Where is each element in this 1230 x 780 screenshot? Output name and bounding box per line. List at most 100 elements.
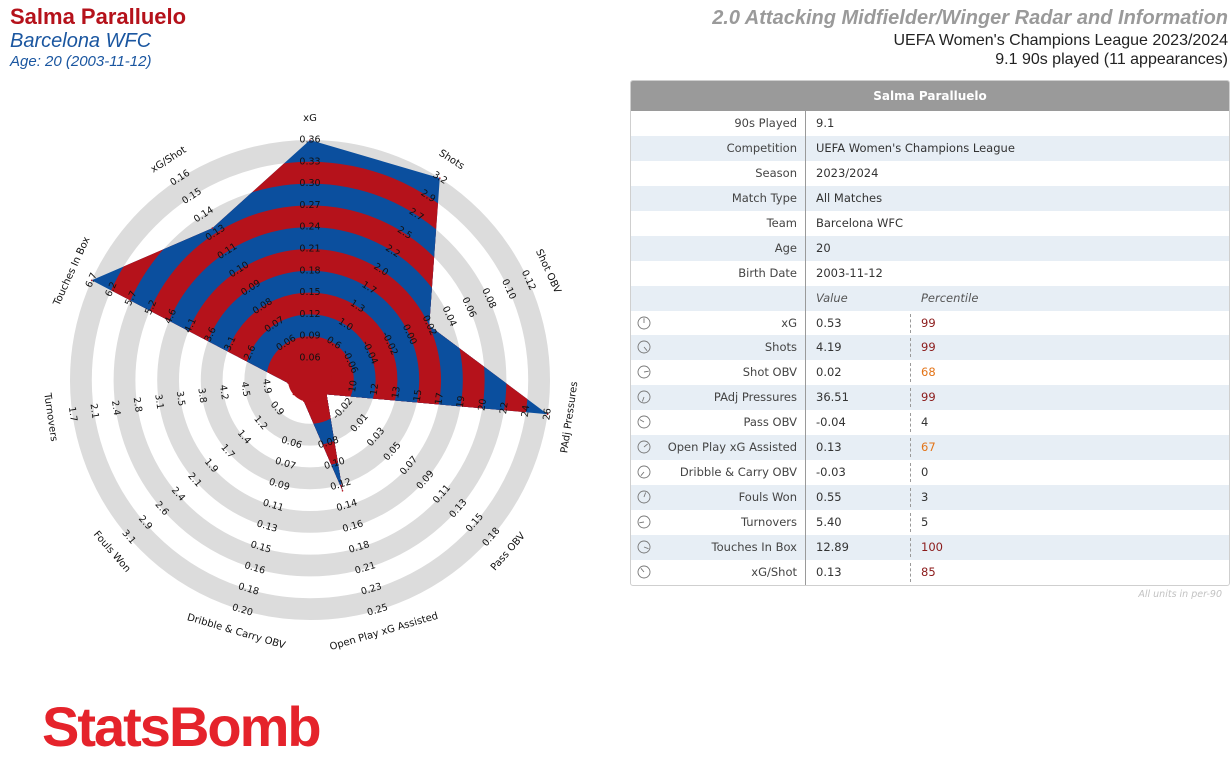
radar-header: 2.0 Attacking Midfielder/Winger Radar an…	[712, 5, 1228, 69]
clock-icon	[637, 316, 651, 329]
metric-label: Shot OBV	[742, 365, 797, 380]
tick-label: 12	[369, 383, 382, 397]
column-divider	[805, 135, 806, 161]
tick-label: 3.1	[152, 393, 165, 410]
metric-label: xG	[781, 315, 797, 330]
radar-title: 2.0 Attacking Midfielder/Winger Radar an…	[712, 7, 1228, 29]
data-point	[309, 139, 311, 141]
column-divider	[805, 310, 806, 336]
tick-label: 24	[520, 404, 533, 418]
tick-label: 1.7	[66, 406, 79, 423]
tick-label: 26	[541, 407, 554, 421]
metric-value: 4.19	[816, 340, 842, 355]
info-row: Team Barcelona WFC	[631, 210, 1229, 236]
data-point	[292, 393, 295, 396]
info-value: 2003-11-12	[816, 265, 883, 280]
tick-label: 3.5	[174, 390, 187, 407]
metric-row: Shots 4.19 99	[631, 335, 1229, 361]
metric-row: Turnovers 5.40 5	[631, 510, 1229, 535]
data-point	[287, 382, 289, 384]
tick-label: 2.4	[109, 400, 122, 417]
column-divider	[805, 235, 806, 261]
info-value: UEFA Women's Champions League	[816, 140, 1015, 155]
column-divider	[805, 460, 806, 486]
player-header: Salma Paralluelo Barcelona WFC Age: 20 (…	[10, 4, 186, 72]
clock-icon	[637, 340, 651, 354]
info-label: Team	[766, 215, 797, 230]
metric-value: -0.04	[816, 415, 846, 430]
data-point	[546, 413, 549, 416]
info-label: Season	[755, 165, 797, 180]
dashed-divider	[910, 513, 911, 532]
info-label: Competition	[726, 140, 797, 155]
metric-row: xG/Shot 0.13 85	[631, 559, 1229, 585]
clock-icon	[637, 465, 651, 479]
axis-label: xG	[303, 113, 317, 124]
tick-label: 0.33	[299, 156, 320, 167]
tick-label: 17	[433, 392, 446, 406]
tick-label: 2.1	[87, 403, 100, 420]
metric-label: Dribble & Carry OBV	[679, 465, 797, 480]
info-table: Salma Paralluelo 90s Played 9.1 Competitio…	[630, 80, 1230, 586]
metric-row: xG 0.53 99	[631, 310, 1229, 336]
info-row: Age 20	[631, 235, 1229, 261]
info-label: 90s Played	[734, 116, 797, 130]
metric-percentile: 5	[921, 515, 929, 529]
tick-label: 4.2	[217, 384, 230, 401]
metric-row: Dribble & Carry OBV -0.03 0	[631, 460, 1229, 486]
data-point	[428, 324, 431, 327]
metric-percentile: 4	[921, 415, 929, 430]
metric-label: xG/Shot	[751, 564, 797, 579]
info-row: 90s Played 9.1	[631, 111, 1229, 136]
metric-row: Pass OBV -0.04 4	[631, 410, 1229, 436]
column-divider	[805, 410, 806, 436]
tick-label: 0.21	[299, 244, 320, 255]
info-value: All Matches	[816, 190, 883, 205]
percentile-column-header: Percentile	[921, 290, 979, 305]
axis-label: Turnovers	[41, 391, 59, 442]
metric-row: Shot OBV 0.02 68	[631, 360, 1229, 386]
data-point	[303, 400, 305, 402]
metric-label: PAdj Pressures	[713, 390, 797, 405]
tick-label: 15	[412, 389, 425, 403]
metric-percentile: 67	[921, 440, 936, 455]
clock-icon	[637, 390, 651, 404]
dashed-divider	[910, 338, 911, 358]
metric-value: 0.55	[816, 490, 842, 505]
tick-label: 0.18	[299, 265, 320, 276]
tick-label: 0.24	[299, 222, 320, 233]
radar-center	[288, 358, 332, 402]
statsbomb-logo: StatsBomb	[42, 695, 322, 758]
tick-label: 19	[455, 395, 468, 409]
tick-label: 0.27	[299, 200, 320, 211]
dashed-divider	[910, 313, 911, 333]
info-value: 2023/2024	[816, 165, 879, 180]
tick-label: 13	[390, 386, 403, 400]
metric-percentile: 85	[921, 564, 936, 579]
units-footnote: All units in per-90	[1138, 589, 1222, 600]
column-divider	[805, 559, 806, 585]
metric-percentile: 99	[921, 315, 936, 330]
tick-label: 4.5	[239, 381, 252, 398]
column-divider	[805, 360, 806, 386]
tick-label: 0.09	[299, 331, 320, 342]
info-value: 9.1	[816, 116, 835, 130]
column-divider	[805, 185, 806, 211]
competition-line: UEFA Women's Champions League 2023/2024	[893, 32, 1228, 49]
clock-icon	[637, 440, 651, 454]
metric-value: 0.13	[816, 440, 842, 455]
dashed-divider	[910, 438, 911, 458]
tick-label: 2.8	[131, 397, 144, 414]
metric-percentile: 3	[921, 490, 929, 505]
dashed-divider	[910, 388, 911, 408]
info-label: Birth Date	[738, 265, 797, 280]
column-divider	[805, 160, 806, 186]
metric-percentile: 0	[921, 465, 929, 480]
clock-icon	[637, 415, 651, 429]
tick-label: 0.15	[299, 287, 320, 298]
tick-label: 0.30	[299, 178, 320, 189]
metric-value: -0.03	[816, 465, 846, 480]
metric-value: 0.02	[816, 365, 842, 380]
tick-label: 3.8	[195, 387, 208, 404]
metric-percentile: 68	[921, 365, 936, 380]
